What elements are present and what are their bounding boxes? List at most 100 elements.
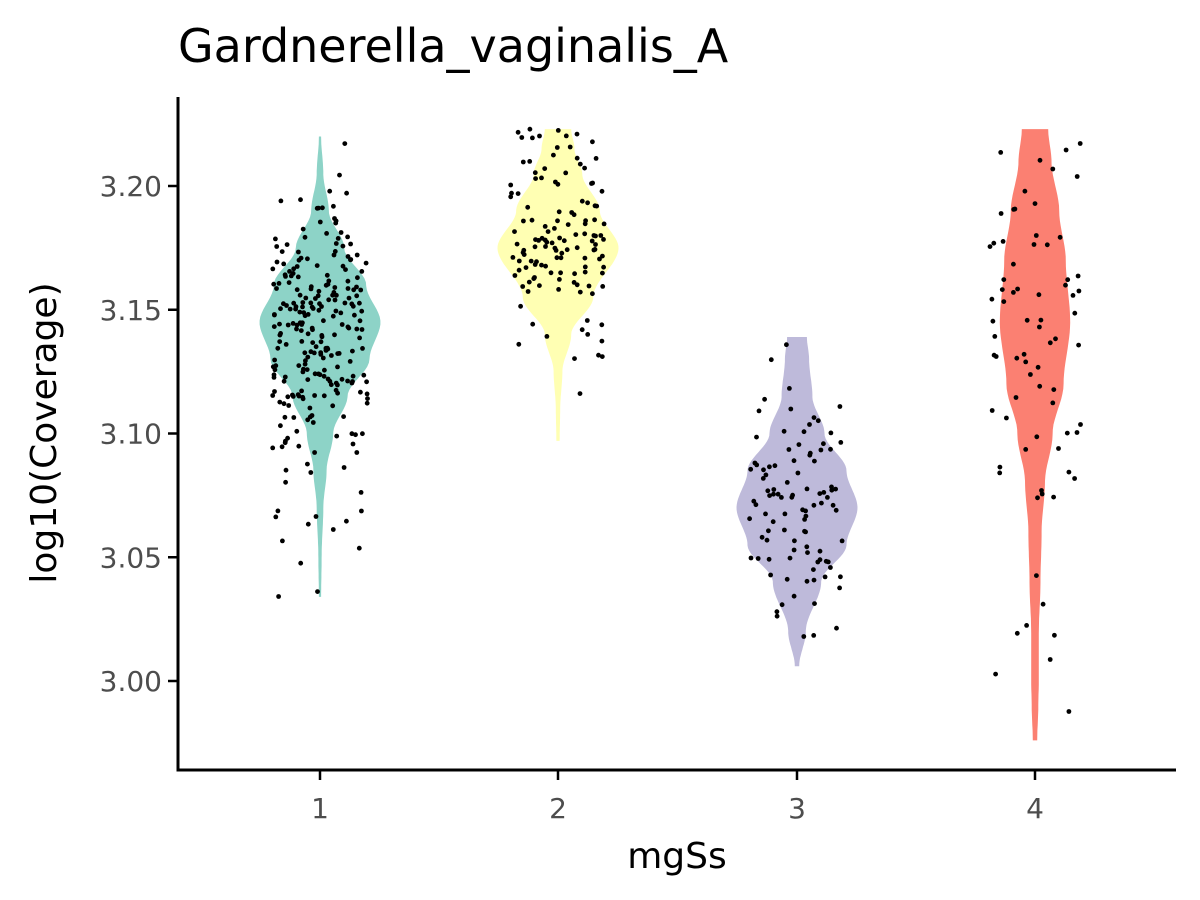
data-point [593,156,599,161]
data-point [590,180,595,186]
y-tick-label: 3.15 [100,294,162,327]
data-point [1014,630,1020,636]
data-point [296,363,302,368]
data-point [1037,324,1042,330]
data-point [807,422,812,427]
data-point [523,265,529,270]
data-point [294,428,300,434]
data-point [360,346,365,351]
data-point [811,415,817,420]
data-point [332,249,338,254]
data-point [542,166,548,172]
data-point [1000,239,1006,244]
data-point [825,495,830,500]
data-point [356,545,362,551]
data-point [333,308,339,314]
data-point [341,465,347,470]
data-point [300,300,306,305]
data-point [579,327,585,333]
data-point [305,377,311,382]
data-point [333,241,339,246]
data-point [357,318,363,324]
data-point [516,258,522,264]
data-point [359,308,365,314]
x-tick-label: 3 [788,792,806,825]
data-point [821,490,827,495]
data-point [334,433,340,439]
data-point [525,289,531,294]
data-point [321,393,327,399]
data-point [286,280,292,285]
data-point [361,372,367,378]
data-point [599,322,605,328]
y-tick-label: 3.00 [100,665,162,698]
data-point [582,221,588,227]
data-point [563,133,569,139]
data-point [271,324,277,329]
data-point [360,431,365,437]
data-point [314,263,320,268]
data-point [316,307,322,313]
data-point [320,205,325,211]
data-point [989,296,995,302]
data-point [346,325,352,331]
data-point [571,280,577,285]
data-point [1039,491,1045,497]
data-point [761,467,766,473]
data-point [600,270,605,276]
data-point [987,244,993,250]
data-point [767,493,772,498]
data-point [549,240,555,246]
data-point [574,245,580,251]
data-point [766,556,772,562]
data-point [276,281,282,286]
data-point [791,547,797,553]
data-point [313,296,318,301]
data-point [599,354,605,359]
data-point [348,257,354,262]
data-point [326,278,332,284]
data-point [270,266,276,272]
data-point [317,219,323,225]
data-point [298,560,304,566]
data-point [305,354,311,360]
data-point [556,209,562,215]
data-point [747,516,752,522]
data-point [296,393,302,399]
data-point [789,494,795,500]
data-point [364,391,370,397]
data-point [997,470,1003,476]
data-point [554,145,560,150]
data-point [993,671,998,677]
data-point [762,396,767,402]
data-point [563,170,569,176]
data-point [748,555,754,561]
data-point [284,242,290,248]
data-point [508,194,514,200]
data-point [819,500,824,506]
data-point [300,369,306,375]
data-point [822,574,828,580]
data-point [597,256,602,262]
data-point [828,430,834,436]
data-point [552,226,557,231]
data-point [760,476,766,481]
data-point [290,321,296,326]
data-point [339,322,345,327]
data-point [302,313,308,319]
data-point [599,188,605,194]
data-point [284,303,289,308]
data-point [516,341,522,347]
data-point [291,415,297,420]
violins-layer [259,129,1071,741]
data-point [287,306,293,312]
violin-group-3 [736,337,858,667]
data-point [281,378,287,384]
data-point [991,352,997,358]
data-point [300,394,306,400]
data-point [509,190,514,196]
data-point [585,200,590,206]
data-point [515,129,521,135]
data-point [310,420,316,425]
data-point [354,293,360,299]
